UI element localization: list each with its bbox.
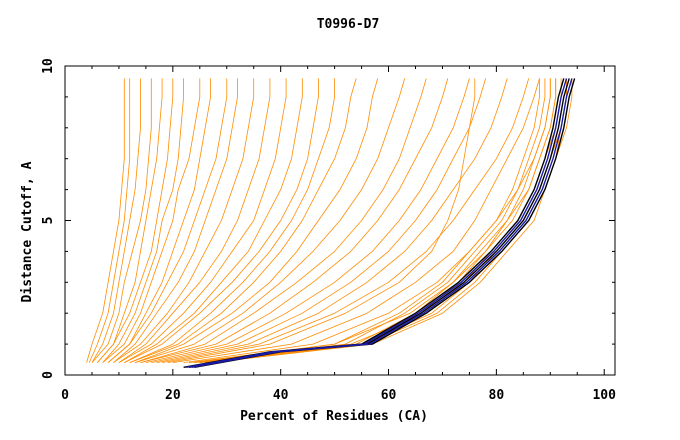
x-tick-label: 60: [381, 388, 397, 403]
y-tick-label: 10: [41, 58, 56, 74]
chart-title: T0996-D7: [317, 17, 380, 32]
y-tick-label: 5: [41, 217, 56, 225]
series-line-highlight_dark-1: [188, 78, 570, 368]
series-line-other_models-13: [118, 78, 287, 363]
x-tick-label: 0: [61, 388, 69, 403]
x-tick-label: 100: [592, 388, 616, 403]
series-line-other_models-6: [102, 78, 185, 363]
ticks-layer: 0 20 40 60 80 100 0 5 10: [41, 58, 616, 403]
series-layer: [86, 78, 576, 368]
series-line-other_models-28: [183, 78, 551, 363]
x-tick-label: 40: [273, 388, 289, 403]
series-line-other_models-33: [210, 78, 567, 363]
series-line-other_models-21: [140, 78, 449, 363]
series-line-other_models-8: [107, 78, 212, 363]
x-axis-label: Percent of Residues (CA): [240, 409, 428, 424]
series-line-other_models-36: [194, 78, 546, 363]
series-line-other_models-37: [188, 78, 540, 363]
series-line-other_models-9: [107, 78, 228, 363]
series-line-other_models-17: [129, 78, 357, 363]
series-line-other_models-7: [102, 78, 201, 363]
series-line-other_models-15: [124, 78, 319, 363]
y-tick-label: 0: [41, 371, 56, 379]
y-axis-label: Distance Cutoff, A: [20, 161, 35, 302]
series-line-other_models-25: [162, 78, 530, 363]
series-line-other_models-0: [86, 78, 125, 363]
x-tick-label: 20: [165, 388, 181, 403]
series-line-other_models-11: [113, 78, 255, 363]
series-line-other_models-35: [199, 78, 551, 363]
series-line-other_models-23: [151, 78, 486, 363]
series-line-other_models-20: [140, 78, 427, 363]
series-line-other_models-10: [113, 78, 238, 363]
series-line-other_models-1: [88, 78, 131, 363]
series-line-highlight_dark-0: [183, 78, 565, 368]
series-line-other_models-27: [172, 78, 540, 363]
series-line-other_models-2: [91, 78, 141, 363]
series-line-other_models-22: [145, 78, 470, 363]
x-tick-label: 80: [489, 388, 505, 403]
series-line-other_models-5: [97, 78, 174, 363]
series-line-other_models-12: [118, 78, 271, 363]
series-line-other_models-16: [129, 78, 336, 363]
series-line-other_models-19: [134, 78, 406, 363]
series-line-other_models-14: [124, 78, 303, 363]
series-line-other_models-18: [134, 78, 379, 363]
series-line-other_models-26: [167, 78, 476, 363]
series-line-highlight_blue-1: [191, 78, 573, 368]
series-line-other_models-3: [91, 78, 152, 363]
series-line-other_models-24: [156, 78, 508, 363]
series-line-other_models-4: [97, 78, 163, 363]
